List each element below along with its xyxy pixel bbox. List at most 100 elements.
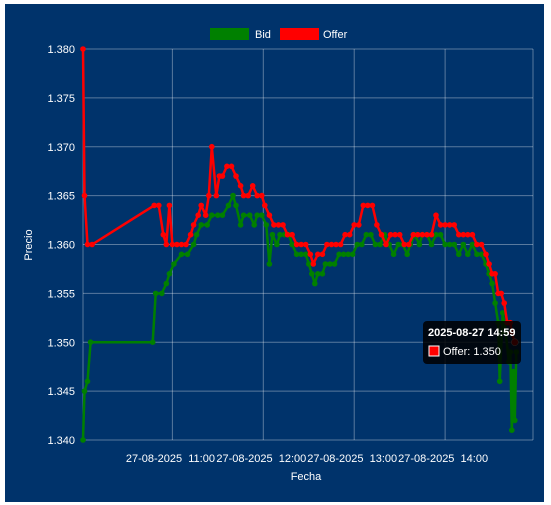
data-point-offer[interactable] xyxy=(424,231,430,238)
data-point-offer[interactable] xyxy=(346,231,353,238)
data-point-offer[interactable] xyxy=(259,192,265,199)
data-point-offer[interactable] xyxy=(446,222,453,228)
data-point-offer[interactable] xyxy=(275,222,282,228)
data-point-bid[interactable] xyxy=(289,241,295,248)
data-point-bid[interactable] xyxy=(163,280,170,287)
data-point-bid[interactable] xyxy=(496,378,503,385)
data-point-offer[interactable] xyxy=(501,300,508,306)
data-point-bid[interactable] xyxy=(171,261,177,267)
data-point-offer[interactable] xyxy=(254,192,260,199)
data-point-bid[interactable] xyxy=(340,251,347,258)
data-point-offer[interactable] xyxy=(342,231,348,238)
data-point-bid[interactable] xyxy=(416,241,423,248)
data-point-offer[interactable] xyxy=(166,202,173,209)
data-point-offer[interactable] xyxy=(89,241,95,248)
data-point-bid[interactable] xyxy=(451,241,458,248)
data-point-offer[interactable] xyxy=(156,202,162,209)
data-point-offer[interactable] xyxy=(460,231,467,238)
data-point-bid[interactable] xyxy=(331,261,338,267)
data-point-bid[interactable] xyxy=(87,339,94,346)
data-point-offer[interactable] xyxy=(365,202,371,209)
data-point-bid[interactable] xyxy=(446,241,453,248)
data-point-offer[interactable] xyxy=(428,231,435,238)
data-point-bid[interactable] xyxy=(159,290,165,297)
data-point-bid[interactable] xyxy=(237,222,244,228)
data-point-bid[interactable] xyxy=(266,261,273,267)
data-point-offer[interactable] xyxy=(293,241,300,248)
data-point-offer[interactable] xyxy=(228,163,235,170)
data-point-bid[interactable] xyxy=(254,212,260,218)
data-point-offer[interactable] xyxy=(198,202,204,209)
data-point-offer[interactable] xyxy=(437,222,444,228)
data-point-bid[interactable] xyxy=(246,212,253,218)
data-point-bid[interactable] xyxy=(315,271,321,277)
data-point-bid[interactable] xyxy=(259,212,265,218)
data-point-bid[interactable] xyxy=(349,251,356,258)
data-point-bid[interactable] xyxy=(512,417,518,424)
data-point-offer[interactable] xyxy=(483,251,489,258)
data-point-bid[interactable] xyxy=(80,437,86,443)
data-point-bid[interactable] xyxy=(377,241,383,248)
data-point-bid[interactable] xyxy=(309,271,315,277)
data-point-offer[interactable] xyxy=(401,241,408,248)
data-point-offer[interactable] xyxy=(337,241,344,248)
data-point-offer[interactable] xyxy=(410,231,417,238)
data-point-offer[interactable] xyxy=(190,222,197,228)
data-point-offer[interactable] xyxy=(451,222,458,228)
data-point-offer[interactable] xyxy=(280,222,286,228)
data-point-bid[interactable] xyxy=(306,261,312,267)
data-point-bid[interactable] xyxy=(209,212,215,218)
data-point-offer[interactable] xyxy=(406,241,412,248)
data-point-offer[interactable] xyxy=(378,231,385,238)
data-point-bid[interactable] xyxy=(190,241,197,248)
data-point-offer[interactable] xyxy=(219,173,226,179)
data-point-offer[interactable] xyxy=(213,192,220,199)
data-point-bid[interactable] xyxy=(251,222,257,228)
data-point-bid[interactable] xyxy=(509,427,515,434)
data-point-bid[interactable] xyxy=(81,388,88,394)
data-point-bid[interactable] xyxy=(442,241,448,248)
data-point-bid[interactable] xyxy=(215,212,221,218)
data-point-bid[interactable] xyxy=(263,222,270,228)
data-point-offer[interactable] xyxy=(187,231,194,238)
data-point-offer[interactable] xyxy=(369,202,376,209)
data-point-offer[interactable] xyxy=(178,241,185,248)
data-point-bid[interactable] xyxy=(478,251,485,258)
data-point-offer[interactable] xyxy=(374,222,380,228)
data-point-bid[interactable] xyxy=(327,261,333,267)
data-point-offer[interactable] xyxy=(333,241,339,248)
data-point-offer[interactable] xyxy=(396,231,403,238)
data-point-bid[interactable] xyxy=(178,251,185,258)
data-point-bid[interactable] xyxy=(322,261,329,267)
data-point-bid[interactable] xyxy=(233,202,239,209)
data-point-offer[interactable] xyxy=(498,290,505,297)
data-point-offer[interactable] xyxy=(224,163,230,170)
data-point-offer[interactable] xyxy=(433,212,439,218)
data-point-offer[interactable] xyxy=(233,173,239,179)
data-point-bid[interactable] xyxy=(302,251,309,258)
data-point-bid[interactable] xyxy=(354,241,361,248)
data-point-offer[interactable] xyxy=(307,251,314,258)
data-point-offer[interactable] xyxy=(486,261,492,267)
data-point-bid[interactable] xyxy=(152,290,159,297)
data-point-bid[interactable] xyxy=(368,231,374,238)
data-point-bid[interactable] xyxy=(469,241,476,248)
data-point-bid[interactable] xyxy=(166,271,173,277)
data-point-bid[interactable] xyxy=(319,271,326,277)
data-point-offer[interactable] xyxy=(202,212,209,218)
data-point-offer[interactable] xyxy=(302,241,309,248)
data-point-bid[interactable] xyxy=(277,231,283,238)
data-point-offer[interactable] xyxy=(237,183,244,189)
data-point-bid[interactable] xyxy=(492,300,498,306)
data-point-bid[interactable] xyxy=(84,378,91,385)
data-point-offer[interactable] xyxy=(415,231,421,238)
data-point-offer[interactable] xyxy=(469,231,476,238)
data-point-bid[interactable] xyxy=(345,251,352,258)
data-point-offer[interactable] xyxy=(419,231,426,238)
data-point-offer[interactable] xyxy=(383,241,389,248)
data-point-offer[interactable] xyxy=(289,231,295,238)
data-point-offer[interactable] xyxy=(174,241,180,248)
data-point-offer[interactable] xyxy=(163,241,170,248)
data-point-offer[interactable] xyxy=(151,202,157,209)
data-point-bid[interactable] xyxy=(225,202,232,209)
